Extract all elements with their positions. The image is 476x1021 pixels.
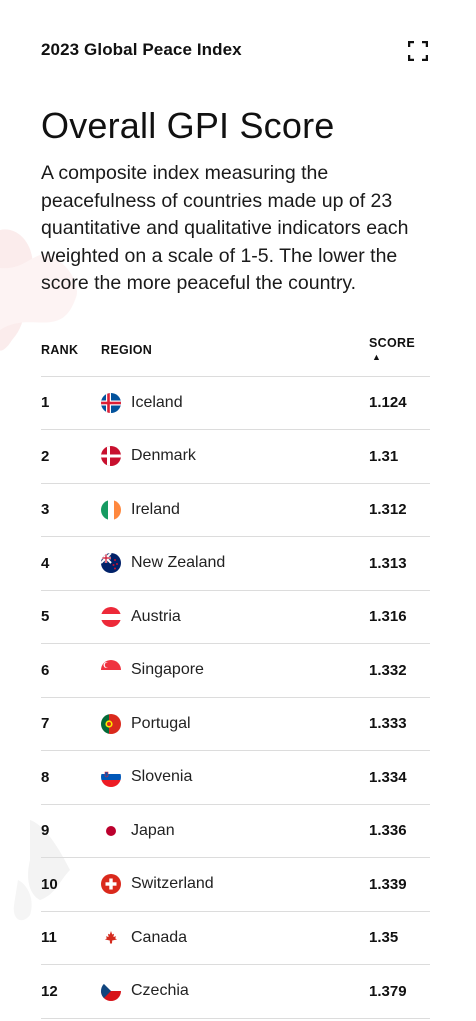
region-cell: Canada — [101, 911, 369, 965]
table-row: 3 Ireland 1.312 — [41, 483, 430, 537]
czechia-flag-icon — [101, 981, 121, 1002]
region-cell: Ireland — [101, 483, 369, 537]
table-row: 9 Japan 1.336 — [41, 804, 430, 858]
region-cell: Singapore — [101, 643, 369, 698]
slovenia-flag-icon — [101, 767, 121, 788]
score-cell: 1.334 — [369, 750, 430, 805]
austria-flag-icon — [101, 606, 121, 627]
rank-cell: 12 — [41, 964, 101, 1019]
table-row: 12 Czechia 1.379 — [41, 964, 430, 1019]
score-cell: 1.333 — [369, 697, 430, 751]
expand-icon-graphic — [407, 40, 429, 62]
rank-cell: 11 — [41, 911, 101, 965]
japan-flag-icon — [101, 820, 121, 841]
score-header-label: SCORE — [369, 335, 415, 350]
table-row: 8 Slovenia 1.334 — [41, 750, 430, 805]
ranking-table: RANK REGION SCORE ▲ 1 Iceland 1.124 2 — [41, 323, 430, 1019]
table-row: 7 Portugal 1.333 — [41, 697, 430, 751]
page-title: Overall GPI Score — [41, 105, 335, 146]
table-row: 6 Singapore 1.332 — [41, 643, 430, 698]
expand-fullscreen-icon[interactable] — [407, 40, 429, 62]
singapore-flag-icon — [101, 660, 121, 681]
index-brand-title: 2023 Global Peace Index — [41, 40, 242, 59]
switzerland-flag-icon — [101, 874, 121, 895]
region-name: Denmark — [131, 447, 196, 465]
table-row: 11 Canada 1.35 — [41, 911, 430, 965]
score-cell: 1.35 — [369, 911, 430, 965]
region-header-label: REGION — [101, 342, 153, 357]
region-column-header[interactable]: REGION — [101, 323, 369, 377]
region-cell: Slovenia — [101, 750, 369, 805]
region-cell: Czechia — [101, 964, 369, 1019]
rank-cell: 9 — [41, 804, 101, 858]
rank-cell: 3 — [41, 483, 101, 537]
rank-cell: 4 — [41, 536, 101, 591]
score-cell: 1.124 — [369, 376, 430, 430]
table-row: 2 Denmark 1.31 — [41, 429, 430, 484]
table-header-row: RANK REGION SCORE ▲ — [41, 323, 430, 377]
region-name: Canada — [131, 928, 188, 946]
score-cell: 1.313 — [369, 536, 430, 591]
rank-cell: 8 — [41, 750, 101, 805]
region-cell: Iceland — [101, 376, 369, 430]
region-name: Japan — [131, 821, 175, 839]
rank-cell: 5 — [41, 590, 101, 644]
score-cell: 1.31 — [369, 429, 430, 484]
rank-cell: 2 — [41, 429, 101, 484]
score-cell: 1.339 — [369, 857, 430, 912]
score-column-header[interactable]: SCORE ▲ — [369, 323, 430, 377]
portugal-flag-icon — [101, 713, 121, 734]
rank-cell: 10 — [41, 857, 101, 912]
ireland-flag-icon — [101, 499, 121, 520]
page-description: A composite index measuring the peaceful… — [41, 162, 409, 294]
region-name: Singapore — [131, 661, 204, 679]
region-cell: Portugal — [101, 697, 369, 751]
region-name: Czechia — [131, 982, 189, 1000]
region-name: Ireland — [131, 500, 180, 518]
region-cell: New Zealand — [101, 536, 369, 591]
region-name: Iceland — [131, 393, 183, 411]
region-name: Portugal — [131, 714, 191, 732]
canada-flag-icon — [101, 927, 121, 948]
score-cell: 1.316 — [369, 590, 430, 644]
score-cell: 1.336 — [369, 804, 430, 858]
region-name: Switzerland — [131, 875, 214, 893]
table-row: 5 Austria 1.316 — [41, 590, 430, 644]
rank-column-header[interactable]: RANK — [41, 323, 101, 377]
table-row: 4 New Zealand 1.313 — [41, 536, 430, 591]
rank-cell: 7 — [41, 697, 101, 751]
rank-cell: 6 — [41, 643, 101, 698]
new-zealand-flag-icon — [101, 553, 121, 574]
score-cell: 1.332 — [369, 643, 430, 698]
region-cell: Switzerland — [101, 857, 369, 912]
region-cell: Austria — [101, 590, 369, 644]
region-name: Austria — [131, 607, 181, 625]
table-row: 10 Switzerland 1.339 — [41, 857, 430, 912]
table-row: 1 Iceland 1.124 — [41, 376, 430, 430]
score-cell: 1.379 — [369, 964, 430, 1019]
sort-ascending-icon: ▲ — [372, 351, 382, 362]
rank-header-label: RANK — [41, 342, 79, 357]
iceland-flag-icon — [101, 392, 121, 413]
region-cell: Japan — [101, 804, 369, 858]
region-name: New Zealand — [131, 554, 226, 572]
denmark-flag-icon — [101, 446, 121, 467]
region-cell: Denmark — [101, 429, 369, 484]
score-cell: 1.312 — [369, 483, 430, 537]
rank-cell: 1 — [41, 376, 101, 430]
region-name: Slovenia — [131, 768, 193, 786]
